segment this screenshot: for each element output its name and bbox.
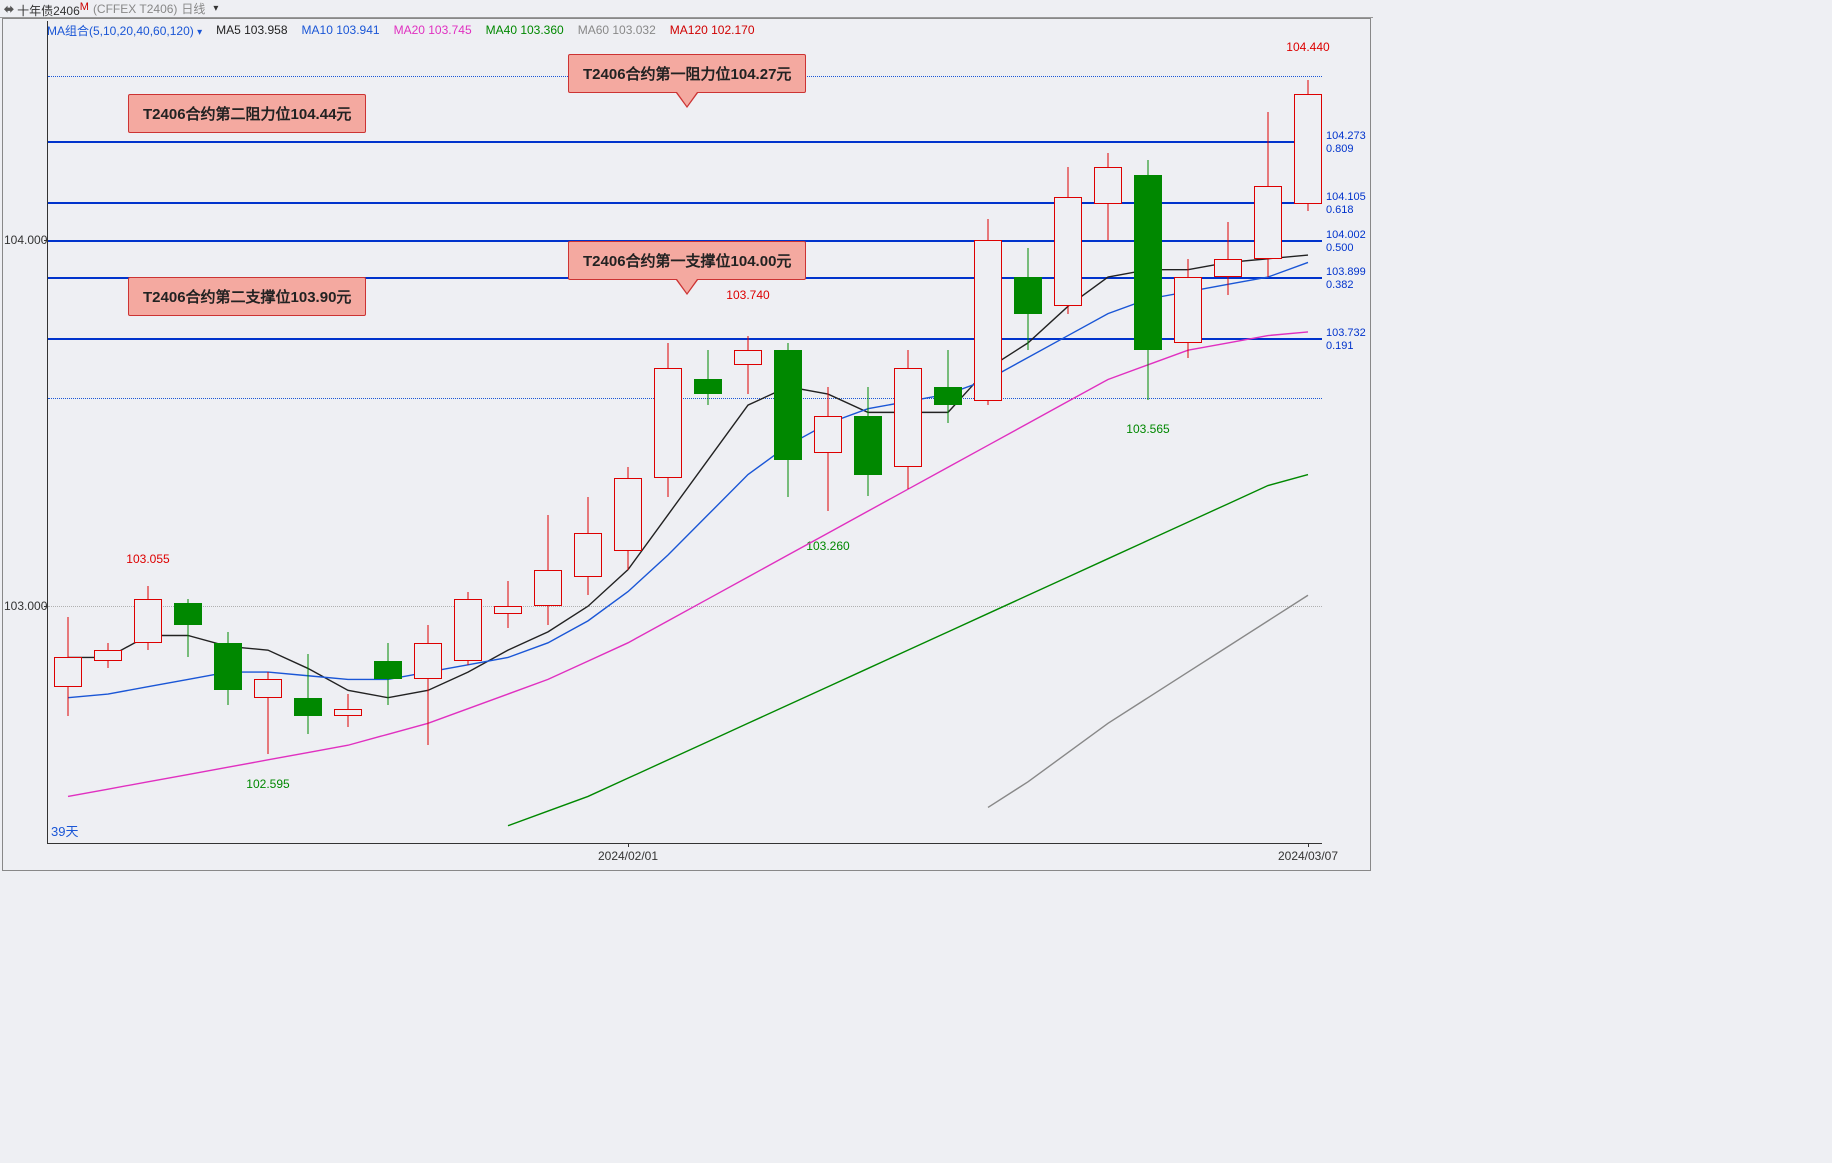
ma-legend: MA组合(5,10,20,40,60,120) ▾ MA5 103.958 MA1… xyxy=(47,22,1370,38)
candle xyxy=(654,21,682,844)
callout: T2406合约第一阻力位104.27元 xyxy=(568,54,806,93)
candle xyxy=(974,21,1002,844)
hline-price-label: 104.105 xyxy=(1324,191,1370,203)
candle xyxy=(694,21,722,844)
candle xyxy=(334,21,362,844)
x-axis-label: 2024/02/01 xyxy=(598,849,658,863)
candle xyxy=(174,21,202,844)
candle xyxy=(134,21,162,844)
title-bar: ⬌ 十年债2406M (CFFEX T2406) 日线 ▾ xyxy=(0,0,1373,18)
candle xyxy=(1174,21,1202,844)
interval-dropdown[interactable]: ▾ xyxy=(209,0,222,18)
hline-price-label: 103.899 xyxy=(1324,266,1370,278)
candle xyxy=(774,21,802,844)
exchange-code: (CFFEX T2406) xyxy=(93,0,177,18)
candle xyxy=(614,21,642,844)
instrument-name: 十年债2406M xyxy=(17,0,89,20)
candle xyxy=(94,21,122,844)
link-icon: ⬌ xyxy=(4,0,13,18)
candle xyxy=(1094,21,1122,844)
ma-group-dropdown[interactable]: ▾ xyxy=(197,27,202,38)
hline-ratio-label: 0.382 xyxy=(1324,279,1370,291)
legend-item: MA40 103.360 xyxy=(486,23,564,37)
candle xyxy=(854,21,882,844)
ma-group-label: MA组合(5,10,20,40,60,120) xyxy=(47,24,194,38)
hline-ratio-label: 0.500 xyxy=(1324,242,1370,254)
candle xyxy=(454,21,482,844)
hline-ratio-label: 0.191 xyxy=(1324,340,1370,352)
legend-item: MA20 103.745 xyxy=(394,23,472,37)
candle xyxy=(1254,21,1282,844)
hline-price-label: 103.732 xyxy=(1324,327,1370,339)
candle xyxy=(894,21,922,844)
hline-ratio-label: 0.809 xyxy=(1324,143,1370,155)
chart-panel: MA组合(5,10,20,40,60,120) ▾ MA5 103.958 MA1… xyxy=(2,18,1371,871)
candle xyxy=(494,21,522,844)
hline-price-label: 104.273 xyxy=(1324,130,1370,142)
legend-item: MA5 103.958 xyxy=(216,23,287,37)
candle xyxy=(1014,21,1042,844)
callout: T2406合约第二支撑位103.90元 xyxy=(128,277,366,316)
candle xyxy=(574,21,602,844)
candle xyxy=(374,21,402,844)
candle xyxy=(814,21,842,844)
hline-ratio-label: 0.618 xyxy=(1324,204,1370,216)
legend-item: MA120 102.170 xyxy=(670,23,755,37)
legend-item: MA10 103.941 xyxy=(302,23,380,37)
candle xyxy=(294,21,322,844)
candle xyxy=(1214,21,1242,844)
callout: T2406合约第一支撑位104.00元 xyxy=(568,241,806,280)
y-axis-label: 104.000 xyxy=(4,233,46,247)
candle xyxy=(734,21,762,844)
x-axis-label: 2024/03/07 xyxy=(1278,849,1338,863)
candle xyxy=(214,21,242,844)
candle xyxy=(1134,21,1162,844)
candle xyxy=(54,21,82,844)
candle xyxy=(1294,21,1322,844)
y-axis-label: 103.000 xyxy=(4,599,46,613)
candle xyxy=(254,21,282,844)
candle xyxy=(934,21,962,844)
interval-label: 日线 xyxy=(181,0,205,18)
legend-item: MA60 103.032 xyxy=(578,23,656,37)
price-plot[interactable]: 103.000104.000104.2730.809104.1050.61810… xyxy=(47,21,1322,844)
candle xyxy=(1054,21,1082,844)
candle xyxy=(414,21,442,844)
hline-price-label: 104.002 xyxy=(1324,229,1370,241)
candle xyxy=(534,21,562,844)
callout: T2406合约第二阻力位104.44元 xyxy=(128,94,366,133)
